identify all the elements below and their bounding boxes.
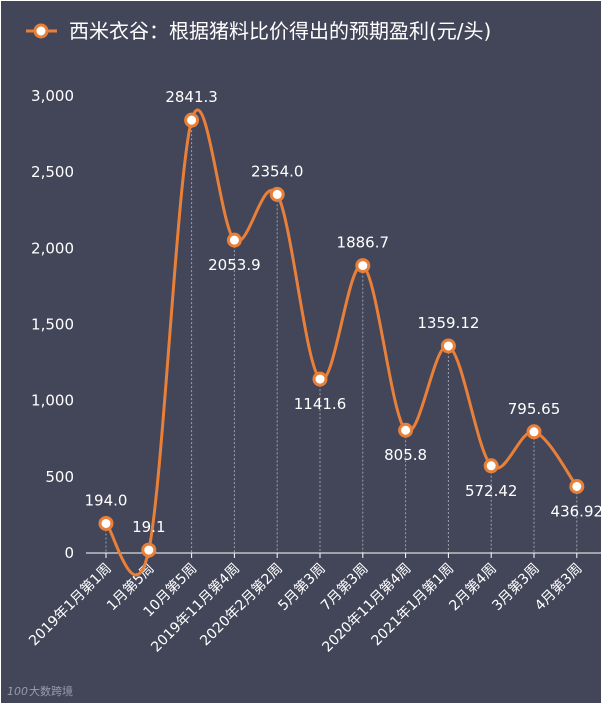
- data-label: 1886.7: [337, 234, 390, 252]
- y-tick-label: 2,500: [31, 163, 74, 181]
- data-label: 795.65: [508, 400, 561, 418]
- legend[interactable]: 西米衣谷：根据猪料比价得出的预期盈利(元/头): [26, 19, 491, 43]
- data-point[interactable]: [312, 371, 328, 387]
- data-point[interactable]: [526, 424, 542, 440]
- data-point[interactable]: [483, 458, 499, 474]
- data-point[interactable]: [440, 338, 456, 354]
- x-tick-label: 2019年1月第1周: [25, 560, 114, 649]
- y-tick-label: 500: [45, 468, 74, 486]
- series-profit: [98, 108, 585, 577]
- data-point[interactable]: [226, 232, 242, 248]
- y-tick-label: 1,000: [31, 392, 74, 410]
- series-line: [104, 108, 579, 577]
- data-label: 2354.0: [251, 162, 304, 180]
- legend-label: 西米衣谷：根据猪料比价得出的预期盈利(元/头): [69, 19, 491, 43]
- x-tick-label: 4月第3周: [531, 560, 585, 614]
- data-label: 572.42: [465, 482, 518, 500]
- legend-marker-icon: [33, 23, 49, 39]
- y-tick-label: 1,500: [31, 316, 74, 334]
- y-tick-label: 3,000: [31, 87, 74, 105]
- data-label: 805.8: [384, 446, 427, 464]
- gridlines: [105, 126, 578, 557]
- data-point[interactable]: [98, 515, 114, 531]
- axes: 0 500 1,000 1,500 2,000 2,500 3,000 2019年1月第1周 1…: [25, 87, 601, 656]
- watermark-text: 大数跨境: [29, 684, 73, 698]
- watermark-logo: 100: [7, 685, 28, 698]
- data-point[interactable]: [569, 478, 585, 494]
- data-point[interactable]: [355, 258, 371, 274]
- data-labels: 194.019.1 2841.3 2053.9 2354.0 1141.6 1886.7 8…: [85, 88, 601, 536]
- data-point[interactable]: [398, 422, 414, 438]
- watermark: 100 大数跨境: [7, 684, 73, 698]
- data-label: 19.1: [132, 518, 165, 536]
- data-label: 1141.6: [294, 395, 347, 413]
- y-tick-label: 0: [64, 544, 74, 562]
- data-label: 2053.9: [208, 256, 261, 274]
- data-label: 2841.3: [165, 88, 218, 106]
- data-point[interactable]: [269, 186, 285, 202]
- data-point[interactable]: [184, 112, 200, 128]
- data-label: 1359.12: [417, 314, 479, 332]
- y-tick-label: 2,000: [31, 239, 74, 257]
- data-label: 194.0: [85, 491, 128, 509]
- data-label: 436.92: [551, 502, 601, 520]
- data-point[interactable]: [141, 542, 157, 558]
